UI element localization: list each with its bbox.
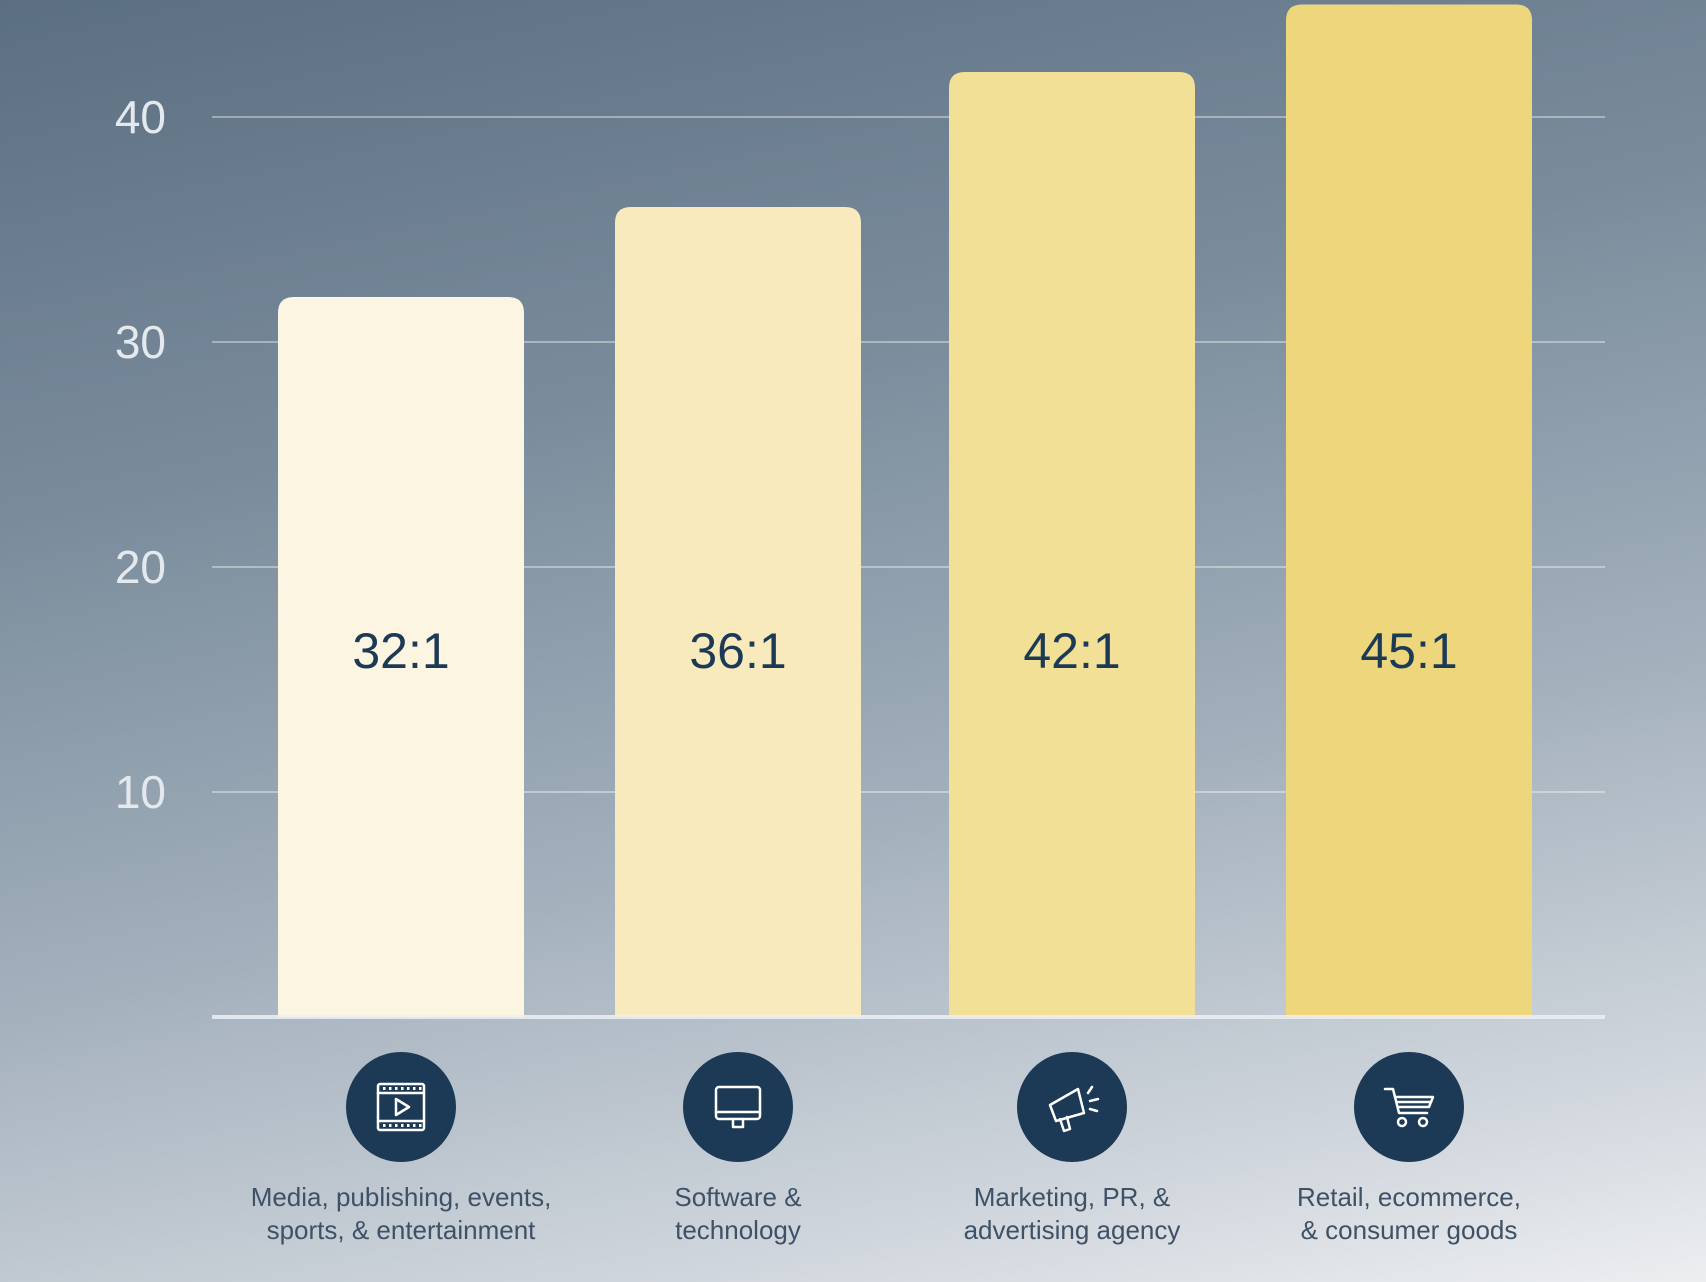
- bar-value-label-2: 36:1: [689, 623, 786, 679]
- megaphone-handle: [1058, 1115, 1072, 1133]
- film-hole-top: [395, 1087, 398, 1090]
- bar-value-label-1: 32:1: [352, 623, 449, 679]
- film-hole-bottom: [395, 1124, 398, 1127]
- category-label-line: & consumer goods: [1301, 1215, 1518, 1245]
- category-icons: [346, 1052, 1464, 1162]
- film-hole-bottom: [401, 1124, 404, 1127]
- y-tick-label-30: 30: [115, 316, 166, 368]
- category-label-line: Media, publishing, events,: [251, 1182, 552, 1212]
- film-hole-bottom: [389, 1124, 392, 1127]
- category-label-4: Retail, ecommerce, & consumer goods: [1297, 1182, 1521, 1245]
- category-label-line: Software &: [674, 1182, 801, 1212]
- shopping-cart-icon: [1354, 1052, 1464, 1162]
- cart-frame: [1383, 1087, 1429, 1115]
- category-label-line: sports, & entertainment: [267, 1215, 537, 1245]
- film-hole-bottom: [383, 1124, 386, 1127]
- monitor-stand: [731, 1117, 745, 1129]
- video-frame: [376, 1082, 426, 1132]
- category-label-3: Marketing, PR, & advertising agency: [964, 1182, 1181, 1245]
- bar-value-label-3: 42:1: [1023, 623, 1120, 679]
- category-label-line: Retail, ecommerce,: [1297, 1182, 1521, 1212]
- category-label-line: technology: [675, 1215, 801, 1245]
- film-hole-top: [401, 1087, 404, 1090]
- film-hole-top: [383, 1087, 386, 1090]
- bar-1: [278, 297, 524, 1017]
- megaphone-body: [1048, 1087, 1086, 1123]
- bar-3: [949, 72, 1195, 1017]
- y-tick-label-20: 20: [115, 541, 166, 593]
- play-triangle: [394, 1097, 411, 1117]
- megaphone-icon: [1017, 1052, 1127, 1162]
- bar-value-label-4: 45:1: [1360, 623, 1457, 679]
- film-hole-bottom: [407, 1124, 410, 1127]
- bar-4: [1286, 4, 1532, 1017]
- sound-line-1: [1086, 1085, 1094, 1095]
- cart-wheel-left: [1396, 1116, 1408, 1128]
- category-label-2: Software & technology: [674, 1182, 801, 1245]
- film-hole-bottom: [413, 1124, 416, 1127]
- monitor-icon: [683, 1052, 793, 1162]
- icon-circle-1: [346, 1052, 456, 1162]
- icon-circle-3: [1017, 1052, 1127, 1162]
- film-hole-bottom: [419, 1124, 422, 1127]
- film-hole-top: [413, 1087, 416, 1090]
- cart-wheel-right: [1417, 1116, 1429, 1128]
- monitor-screen: [714, 1085, 762, 1121]
- film-hole-top: [389, 1087, 392, 1090]
- video-player-icon: [346, 1052, 456, 1162]
- bar-2: [615, 207, 861, 1017]
- film-hole-top: [419, 1087, 422, 1090]
- sound-line-2: [1088, 1097, 1100, 1103]
- category-label-line: Marketing, PR, &: [974, 1182, 1171, 1212]
- category-label-1: Media, publishing, events, sports, & ente…: [251, 1182, 552, 1245]
- y-tick-label-40: 40: [115, 91, 166, 143]
- y-tick-label-10: 10: [115, 766, 166, 818]
- sound-line-3: [1088, 1107, 1099, 1113]
- category-label-line: advertising agency: [964, 1215, 1181, 1245]
- bars: [278, 4, 1532, 1017]
- film-hole-top: [407, 1087, 410, 1090]
- icon-circle-2: [683, 1052, 793, 1162]
